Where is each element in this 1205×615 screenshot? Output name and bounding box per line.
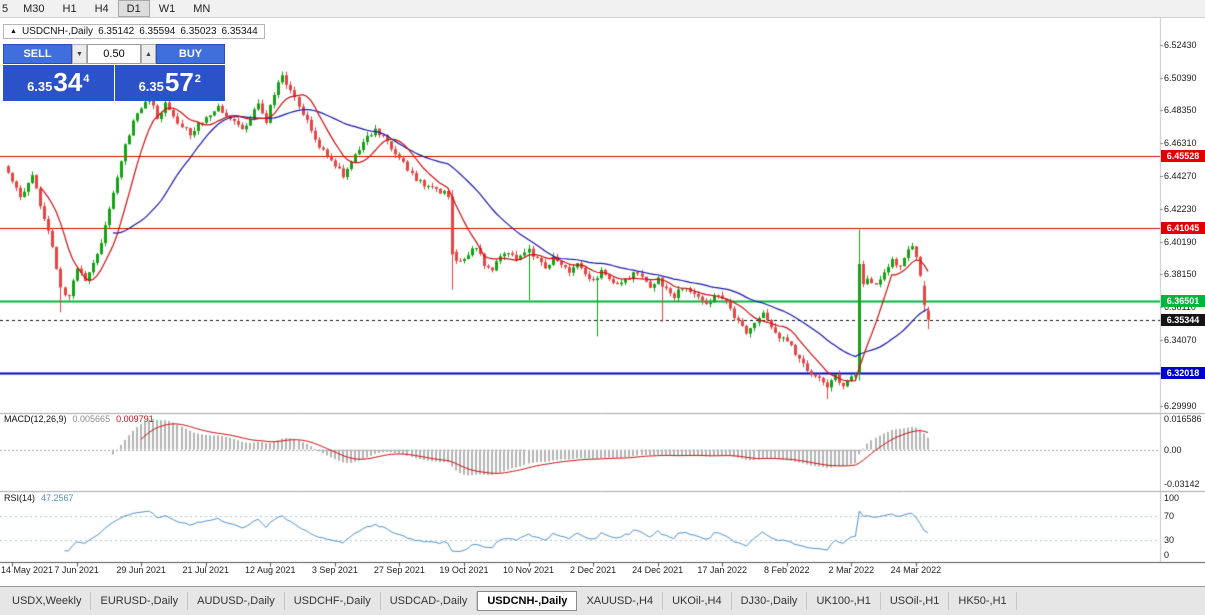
ohlc-high: 6.35594 — [139, 26, 176, 37]
timeframe-button-m15-partial[interactable]: 5 — [2, 2, 9, 15]
rsi-label: RSI(14) — [4, 493, 36, 503]
timeframe-button-w1[interactable]: W1 — [158, 2, 176, 15]
buy-button[interactable]: BUY — [156, 44, 225, 64]
macd-signal-value: 0.009791 — [116, 414, 154, 424]
chart-tab-usdx-weekly[interactable]: USDX,Weekly — [3, 592, 92, 610]
chart-tab-usdcad-daily[interactable]: USDCAD-,Daily — [381, 592, 478, 610]
ohlc-close: 6.35344 — [221, 26, 258, 37]
chart-tab-usoil-h1[interactable]: USOil-,H1 — [881, 592, 950, 610]
timeframe-toolbar: 5 M30 H1 H4 D1 W1 MN — [0, 0, 1205, 18]
ohlc-open: 6.35142 — [98, 26, 135, 37]
bid-price-main: 34 — [53, 67, 83, 97]
macd-indicator-header: MACD(12,26,9) 0.005665 0.009791 — [4, 414, 154, 424]
chart-symbol-timeframe: USDCNH-,Daily — [21, 26, 94, 37]
timeframe-button-mn[interactable]: MN — [193, 2, 211, 15]
ask-price-main: 57 — [164, 67, 194, 97]
ask-price-panel[interactable]: 6.35 57 2 — [114, 65, 225, 101]
rsi-indicator-header: RSI(14) 47.2567 — [4, 493, 74, 503]
timeframe-button-h4[interactable]: H4 — [94, 2, 109, 15]
chart-tab-audusd-daily[interactable]: AUDUSD-,Daily — [188, 592, 285, 610]
chart-tab-eurusd-daily[interactable]: EURUSD-,Daily — [91, 592, 189, 610]
timeframe-buttons: M30 H1 H4 D1 W1 MN — [14, 0, 219, 17]
ohlc-low: 6.35023 — [180, 26, 217, 37]
chart-title-ohlc: ▲ USDCNH-,Daily 6.35142 6.35594 6.35023 … — [3, 24, 265, 39]
volume-increase-button[interactable]: ▲ — [141, 44, 156, 64]
ask-price-pip: 2 — [194, 73, 201, 85]
volume-decrease-button[interactable]: ▼ — [72, 44, 87, 64]
chart-tab-usdcnh-daily[interactable]: USDCNH-,Daily — [477, 591, 578, 611]
macd-value: 0.005665 — [72, 414, 111, 424]
ask-price-prefix: 6.35 — [138, 79, 164, 94]
bid-price-prefix: 6.35 — [27, 79, 53, 94]
rsi-value: 47.2567 — [41, 493, 74, 503]
symbol-up-arrow-icon: ▲ — [10, 28, 17, 35]
timeframe-button-d1[interactable]: D1 — [117, 0, 150, 17]
bid-price-panel[interactable]: 6.35 34 4 — [3, 65, 114, 101]
one-click-trading-widget: SELL ▼ 0.50 ▲ BUY 6.35 34 4 6.35 57 2 — [3, 44, 225, 101]
price-chart-canvas[interactable] — [0, 18, 1205, 586]
macd-label: MACD(12,26,9) — [4, 414, 67, 424]
chart-tab-bar: USDX,Weekly EURUSD-,Daily AUDUSD-,Daily USD… — [0, 586, 1205, 615]
chart-tab-usdchf-daily[interactable]: USDCHF-,Daily — [285, 592, 381, 610]
timeframe-button-h1[interactable]: H1 — [62, 2, 77, 15]
chart-tab-uk100-h1[interactable]: UK100-,H1 — [807, 592, 881, 610]
bid-price-pip: 4 — [83, 73, 90, 85]
volume-input[interactable]: 0.50 — [87, 44, 141, 64]
sell-button[interactable]: SELL — [3, 44, 72, 64]
chart-tab-dj30-daily[interactable]: DJ30-,Daily — [732, 592, 808, 610]
timeframe-button-m30[interactable]: M30 — [23, 2, 45, 15]
chart-tab-hk50-h1[interactable]: HK50-,H1 — [949, 592, 1017, 610]
chart-tab-xauusd-h4[interactable]: XAUUSD-,H4 — [577, 592, 664, 610]
chart-tab-ukoil-h4[interactable]: UKOil-,H4 — [663, 592, 732, 610]
